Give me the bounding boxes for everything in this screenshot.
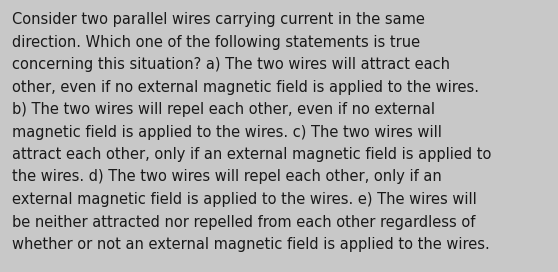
Text: magnetic field is applied to the wires. c) The two wires will: magnetic field is applied to the wires. …	[12, 125, 442, 140]
Text: be neither attracted nor repelled from each other regardless of: be neither attracted nor repelled from e…	[12, 215, 475, 230]
Text: the wires. d) The two wires will repel each other, only if an: the wires. d) The two wires will repel e…	[12, 169, 442, 184]
Text: b) The two wires will repel each other, even if no external: b) The two wires will repel each other, …	[12, 102, 435, 117]
Text: concerning this situation? a) The two wires will attract each: concerning this situation? a) The two wi…	[12, 57, 450, 72]
Text: external magnetic field is applied to the wires. e) The wires will: external magnetic field is applied to th…	[12, 192, 477, 207]
Text: direction. Which one of the following statements is true: direction. Which one of the following st…	[12, 35, 420, 50]
Text: other, even if no external magnetic field is applied to the wires.: other, even if no external magnetic fiel…	[12, 79, 479, 94]
Text: whether or not an external magnetic field is applied to the wires.: whether or not an external magnetic fiel…	[12, 237, 490, 252]
Text: Consider two parallel wires carrying current in the same: Consider two parallel wires carrying cur…	[12, 12, 425, 27]
Text: attract each other, only if an external magnetic field is applied to: attract each other, only if an external …	[12, 147, 492, 162]
